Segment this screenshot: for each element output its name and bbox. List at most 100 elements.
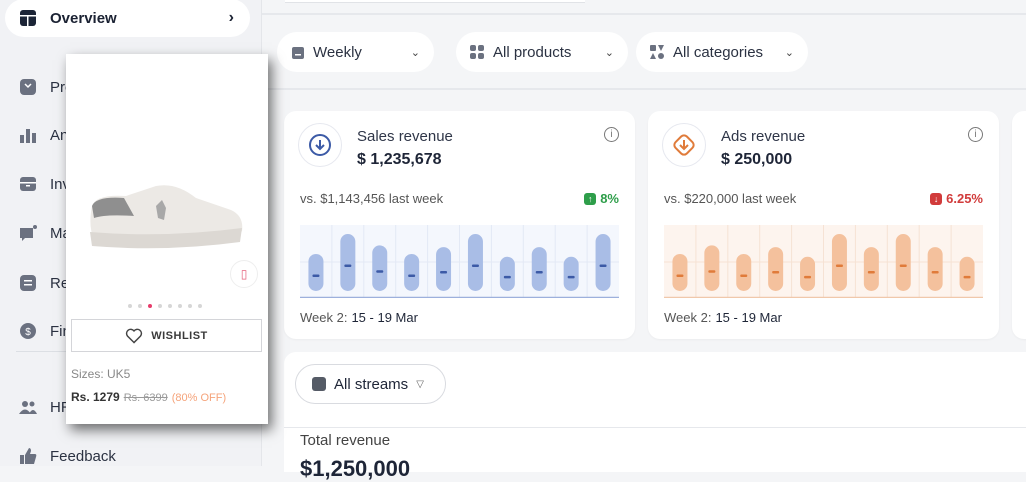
carousel-dot[interactable] — [158, 304, 162, 308]
download-icon — [662, 123, 706, 167]
streams-dropdown[interactable]: All streams ▽ — [295, 364, 446, 404]
bar-marker — [344, 264, 352, 267]
filter-all-categories[interactable]: All categories ⌄ — [636, 32, 808, 72]
bar-marker — [867, 271, 875, 274]
carousel-dot[interactable] — [138, 304, 142, 308]
thumbs-up-icon — [19, 447, 37, 465]
calendar-icon — [291, 45, 305, 60]
card-title: Ads revenue — [721, 128, 806, 145]
carousel-dot[interactable] — [198, 304, 202, 308]
bar — [927, 247, 943, 291]
carousel-dot[interactable] — [168, 304, 172, 308]
arrow-up-icon: ↑ — [584, 192, 597, 205]
sidebar-item-overview[interactable]: Overview › — [5, 0, 250, 37]
bar — [436, 247, 452, 291]
bar-marker — [676, 274, 684, 277]
bar-marker — [503, 275, 511, 279]
original-price: Rs. 6399 — [123, 392, 168, 404]
bar-marker — [599, 264, 607, 267]
delta-value: 8% — [600, 191, 619, 206]
carousel-dot[interactable] — [128, 304, 132, 308]
chat-icon — [19, 224, 37, 242]
week-range: 15 - 19 Mar — [715, 310, 782, 325]
sidebar-item-feedback[interactable]: Feedback — [5, 437, 250, 475]
sneaker-image — [90, 185, 243, 249]
info-icon[interactable]: i — [968, 127, 983, 142]
bar-marker — [931, 271, 939, 274]
bar — [672, 253, 688, 291]
bar-marker — [567, 275, 575, 279]
bar — [372, 245, 388, 291]
card-title: Sales revenue — [357, 128, 453, 145]
carousel-dot[interactable] — [148, 304, 152, 308]
discount: (80% OFF) — [171, 392, 227, 404]
card-value: $ 250,000 — [721, 151, 793, 168]
bar-marker — [376, 270, 384, 273]
grid-icon — [470, 44, 485, 60]
bar-marker — [899, 264, 907, 267]
package-icon — [19, 175, 37, 193]
dollar-icon: $ — [19, 322, 37, 340]
metric-card-sales-revenue: Sales revenue $ 1,235,678 i vs. $1,143,4… — [284, 111, 635, 339]
info-icon[interactable]: i — [604, 127, 619, 142]
users-icon — [19, 398, 37, 416]
carousel-dot[interactable] — [188, 304, 192, 308]
wishlist-button[interactable]: WISHLIST — [71, 319, 262, 352]
total-revenue-panel: All streams ▽ Total revenue $1,250,000 — [284, 352, 1026, 481]
carousel-dot[interactable] — [178, 304, 182, 308]
bar — [404, 253, 420, 291]
streams-label: All streams — [334, 375, 409, 393]
header-divider — [262, 13, 1026, 15]
chevron-right-icon: › — [228, 9, 234, 26]
box-icon — [19, 78, 37, 96]
week-label: Week 2: 15 - 19 Mar — [664, 310, 782, 325]
arrow-down-icon: ↓ — [930, 192, 943, 205]
filter-weekly[interactable]: Weekly ⌄ — [277, 32, 434, 72]
total-revenue-label: Total revenue — [300, 432, 391, 449]
image-carousel-dots[interactable] — [128, 304, 202, 308]
mini-bar-chart — [664, 225, 983, 298]
delta-badge: ↓ 6.25% — [930, 191, 983, 206]
week-label: Week 2: 15 - 19 Mar — [300, 310, 418, 325]
bar — [736, 253, 752, 291]
card-value: $ 1,235,678 — [357, 151, 442, 168]
bar — [340, 234, 356, 291]
bar — [563, 256, 579, 291]
delta-value: 6.25% — [946, 191, 983, 206]
sizes-text: Sizes: UK5 — [71, 367, 131, 381]
bar — [863, 247, 879, 291]
filter-all-products[interactable]: All products ⌄ — [456, 32, 628, 72]
bar-marker — [312, 274, 320, 277]
bar — [499, 256, 515, 291]
bar-marker — [471, 264, 479, 267]
shapes-icon — [650, 44, 665, 60]
bar-chart-icon — [19, 126, 37, 144]
bar — [704, 245, 720, 291]
bar-marker — [835, 264, 843, 267]
filter-label: All products — [493, 43, 572, 61]
list-icon — [19, 274, 37, 292]
chevron-down-icon: ⌄ — [604, 46, 614, 59]
bar — [768, 247, 784, 291]
bar-marker — [440, 271, 448, 274]
bar — [595, 234, 611, 291]
wishlist-label: WISHLIST — [151, 329, 208, 342]
bar — [467, 234, 483, 291]
heart-icon — [126, 328, 143, 344]
search-field[interactable] — [285, 0, 585, 3]
bar — [831, 234, 847, 291]
week-prefix: Week 2: — [664, 310, 712, 325]
bar — [308, 253, 324, 291]
panel-divider — [284, 427, 1026, 428]
layout-icon — [19, 9, 37, 27]
filter-divider — [262, 88, 1026, 90]
delta-badge: ↑ 8% — [584, 191, 619, 206]
comparison-text: vs. $1,143,456 last week — [300, 191, 444, 206]
view-similar-icon[interactable]: ▯ — [230, 260, 258, 288]
sale-price: Rs. 1279 — [71, 390, 120, 404]
bar — [895, 234, 911, 291]
filter-label: All categories — [673, 43, 764, 61]
metric-card-ads-revenue: Ads revenue $ 250,000 i vs. $220,000 las… — [648, 111, 999, 339]
bar-marker — [963, 275, 971, 279]
bar-marker — [772, 271, 780, 274]
